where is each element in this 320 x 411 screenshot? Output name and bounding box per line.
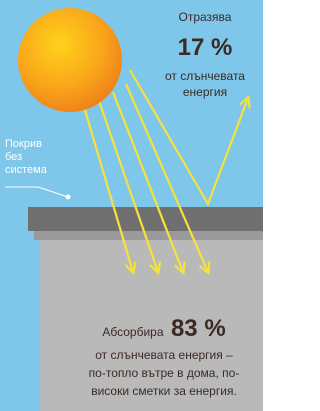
- roof-label: без: [5, 151, 22, 163]
- absorbed-value: 83 %: [171, 315, 226, 342]
- sun: [18, 8, 122, 112]
- roof-label: система: [5, 164, 48, 176]
- reflected-label: Отразява: [179, 10, 232, 24]
- absorbed-description: високи сметки за енергия.: [91, 384, 237, 398]
- roof: [28, 207, 263, 231]
- pointer-dot: [66, 195, 71, 200]
- infographic: Отразява 17 % от слънчевата енергия Покр…: [0, 0, 263, 411]
- roof-edge: [34, 230, 263, 240]
- page: Отразява 17 % от слънчевата енергия Покр…: [0, 0, 263, 411]
- reflected-description: от слънчевата: [165, 69, 245, 83]
- absorbed-description: по-топло вътре в дома, по-: [89, 366, 240, 380]
- reflected-value: 17 %: [178, 34, 233, 61]
- reflected-description: енергия: [183, 85, 227, 99]
- absorbed-label: Абсорбира: [102, 325, 163, 339]
- absorbed-description: от слънчевата енергия –: [95, 348, 233, 362]
- roof-label: Покрив: [5, 138, 42, 150]
